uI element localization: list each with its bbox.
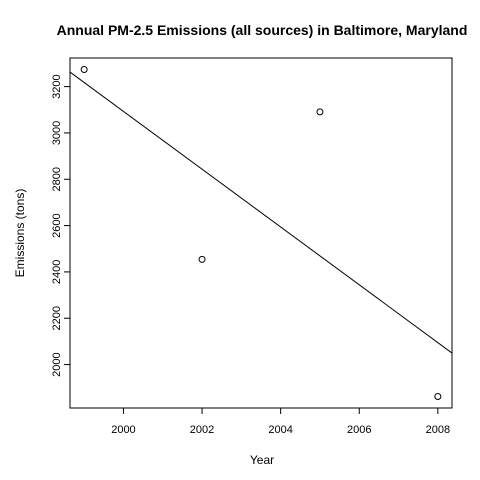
y-axis: 2000 2200 2400 2600 2800 3000 3200 (51, 74, 71, 377)
x-axis-label: Year (250, 453, 274, 467)
data-point (434, 393, 442, 401)
y-tick-label: 3200 (51, 74, 63, 98)
x-tick-label: 2006 (347, 424, 371, 436)
y-tick-label: 2600 (51, 213, 63, 237)
x-tick-label: 2004 (268, 424, 292, 436)
x-axis: 2000 2002 2004 2006 2008 (111, 407, 450, 436)
regression-line (69, 71, 453, 354)
y-tick-label: 2200 (51, 306, 63, 330)
x-tick-label: 2008 (426, 424, 450, 436)
x-tick-label: 2002 (190, 424, 214, 436)
y-tick-label: 3000 (51, 121, 63, 145)
regression-line-group (69, 71, 453, 354)
plot-frame (69, 57, 453, 409)
y-tick-label: 2800 (51, 167, 63, 191)
x-tick-label: 2000 (111, 424, 135, 436)
y-tick-label: 2400 (51, 260, 63, 284)
data-point (80, 65, 88, 73)
chart-title: Annual PM-2.5 Emissions (all sources) in… (57, 22, 468, 38)
data-point (198, 255, 206, 263)
y-axis-label: Emissions (tons) (13, 189, 27, 278)
data-point (316, 108, 324, 116)
data-points (80, 65, 442, 401)
y-tick-label: 2000 (51, 352, 63, 376)
